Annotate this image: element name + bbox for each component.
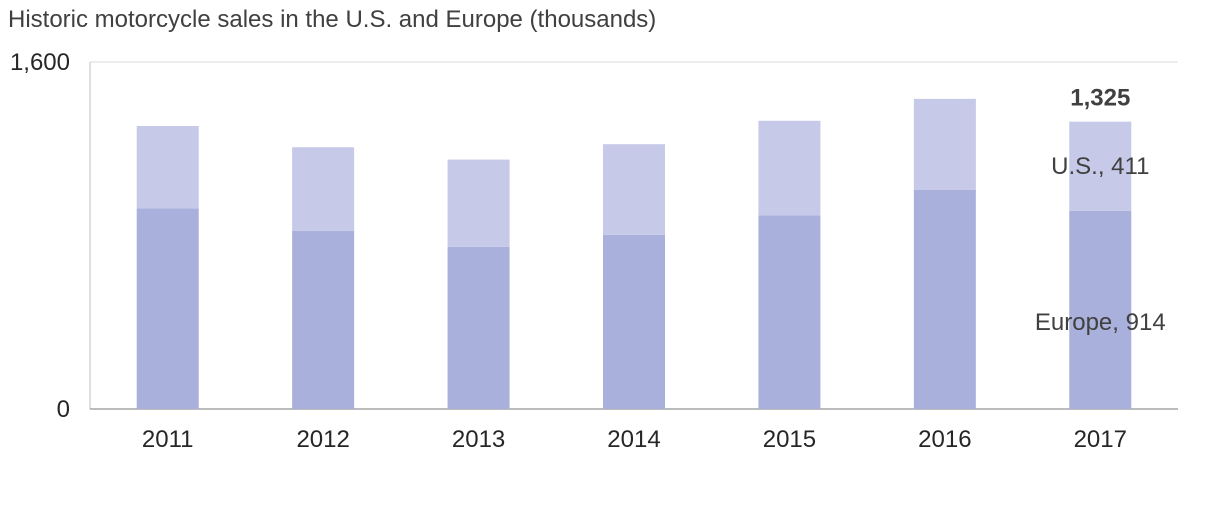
bars xyxy=(136,98,1132,409)
x-tick-label: 2013 xyxy=(452,426,505,453)
total-label-2017: 1,325 xyxy=(1070,85,1130,112)
bar-2015-segment-0 xyxy=(758,215,821,409)
bar-2011-segment-0 xyxy=(136,208,199,409)
x-tick-label: 2014 xyxy=(607,426,660,453)
bar-2013-segment-0 xyxy=(447,246,510,409)
bar-2016-segment-0 xyxy=(913,189,976,409)
y-axis-ticks: 0 1,600 xyxy=(10,49,70,423)
chart-title: Historic motorcycle sales in the U.S. an… xyxy=(8,6,657,33)
bar-2016-segment-1 xyxy=(913,98,976,190)
x-tick-label: 2012 xyxy=(296,426,349,453)
y-tick-label: 0 xyxy=(57,396,70,423)
bar-2012-segment-0 xyxy=(292,230,355,409)
bar-2015-segment-1 xyxy=(758,120,821,216)
us-label-2017: U.S., 411 xyxy=(1051,153,1149,180)
x-tick-label: 2011 xyxy=(142,426,194,453)
bar-2017-segment-1 xyxy=(1069,121,1132,211)
bar-2014-segment-1 xyxy=(603,144,665,235)
bar-2011-segment-1 xyxy=(136,125,199,209)
bar-2014-segment-0 xyxy=(603,234,665,409)
x-axis-ticks: 2011 2012 2013 2014 2015 2016 2017 xyxy=(142,426,1127,453)
bar-2012-segment-1 xyxy=(292,147,355,231)
x-tick-label: 2015 xyxy=(763,426,816,453)
bar-2017-segment-0 xyxy=(1069,210,1132,409)
x-tick-label: 2016 xyxy=(918,426,971,453)
y-tick-label: 1,600 xyxy=(10,49,70,76)
europe-label-2017: Europe, 914 xyxy=(1035,309,1166,336)
annotations: 1,325 U.S., 411 Europe, 914 xyxy=(1035,85,1166,336)
x-tick-label: 2017 xyxy=(1074,426,1127,453)
bar-2013-segment-1 xyxy=(447,159,510,247)
